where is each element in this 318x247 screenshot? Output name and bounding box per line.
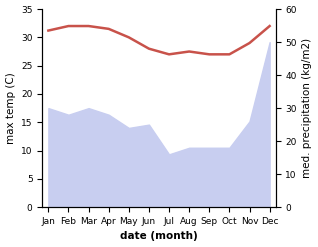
Y-axis label: max temp (C): max temp (C)	[5, 72, 16, 144]
X-axis label: date (month): date (month)	[120, 231, 198, 242]
Y-axis label: med. precipitation (kg/m2): med. precipitation (kg/m2)	[302, 38, 313, 178]
